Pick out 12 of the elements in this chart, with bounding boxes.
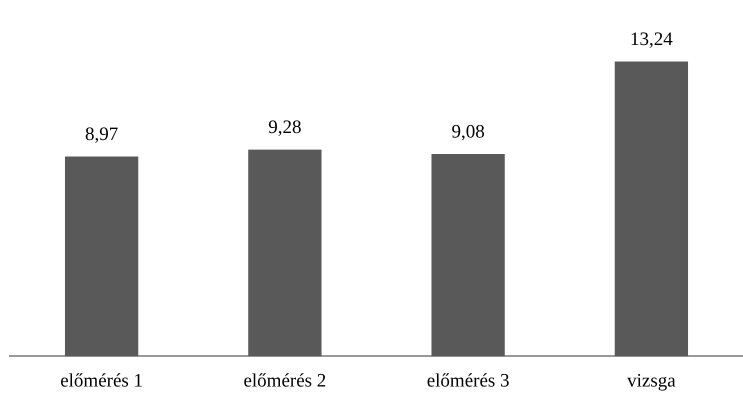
x-tick-label: előmérés 3 (426, 370, 510, 392)
x-tick-label: előmérés 2 (243, 370, 326, 392)
x-tick-label: vizsga (627, 370, 676, 392)
bar (431, 154, 505, 356)
data-label: 9,28 (268, 117, 302, 138)
data-label: 8,97 (85, 124, 118, 145)
bar (614, 61, 688, 356)
x-tick-label: előmérés 1 (60, 370, 144, 392)
data-label: 13,24 (630, 28, 674, 50)
data-label: 9,08 (452, 122, 485, 143)
bar (64, 156, 138, 356)
bar (248, 150, 322, 356)
